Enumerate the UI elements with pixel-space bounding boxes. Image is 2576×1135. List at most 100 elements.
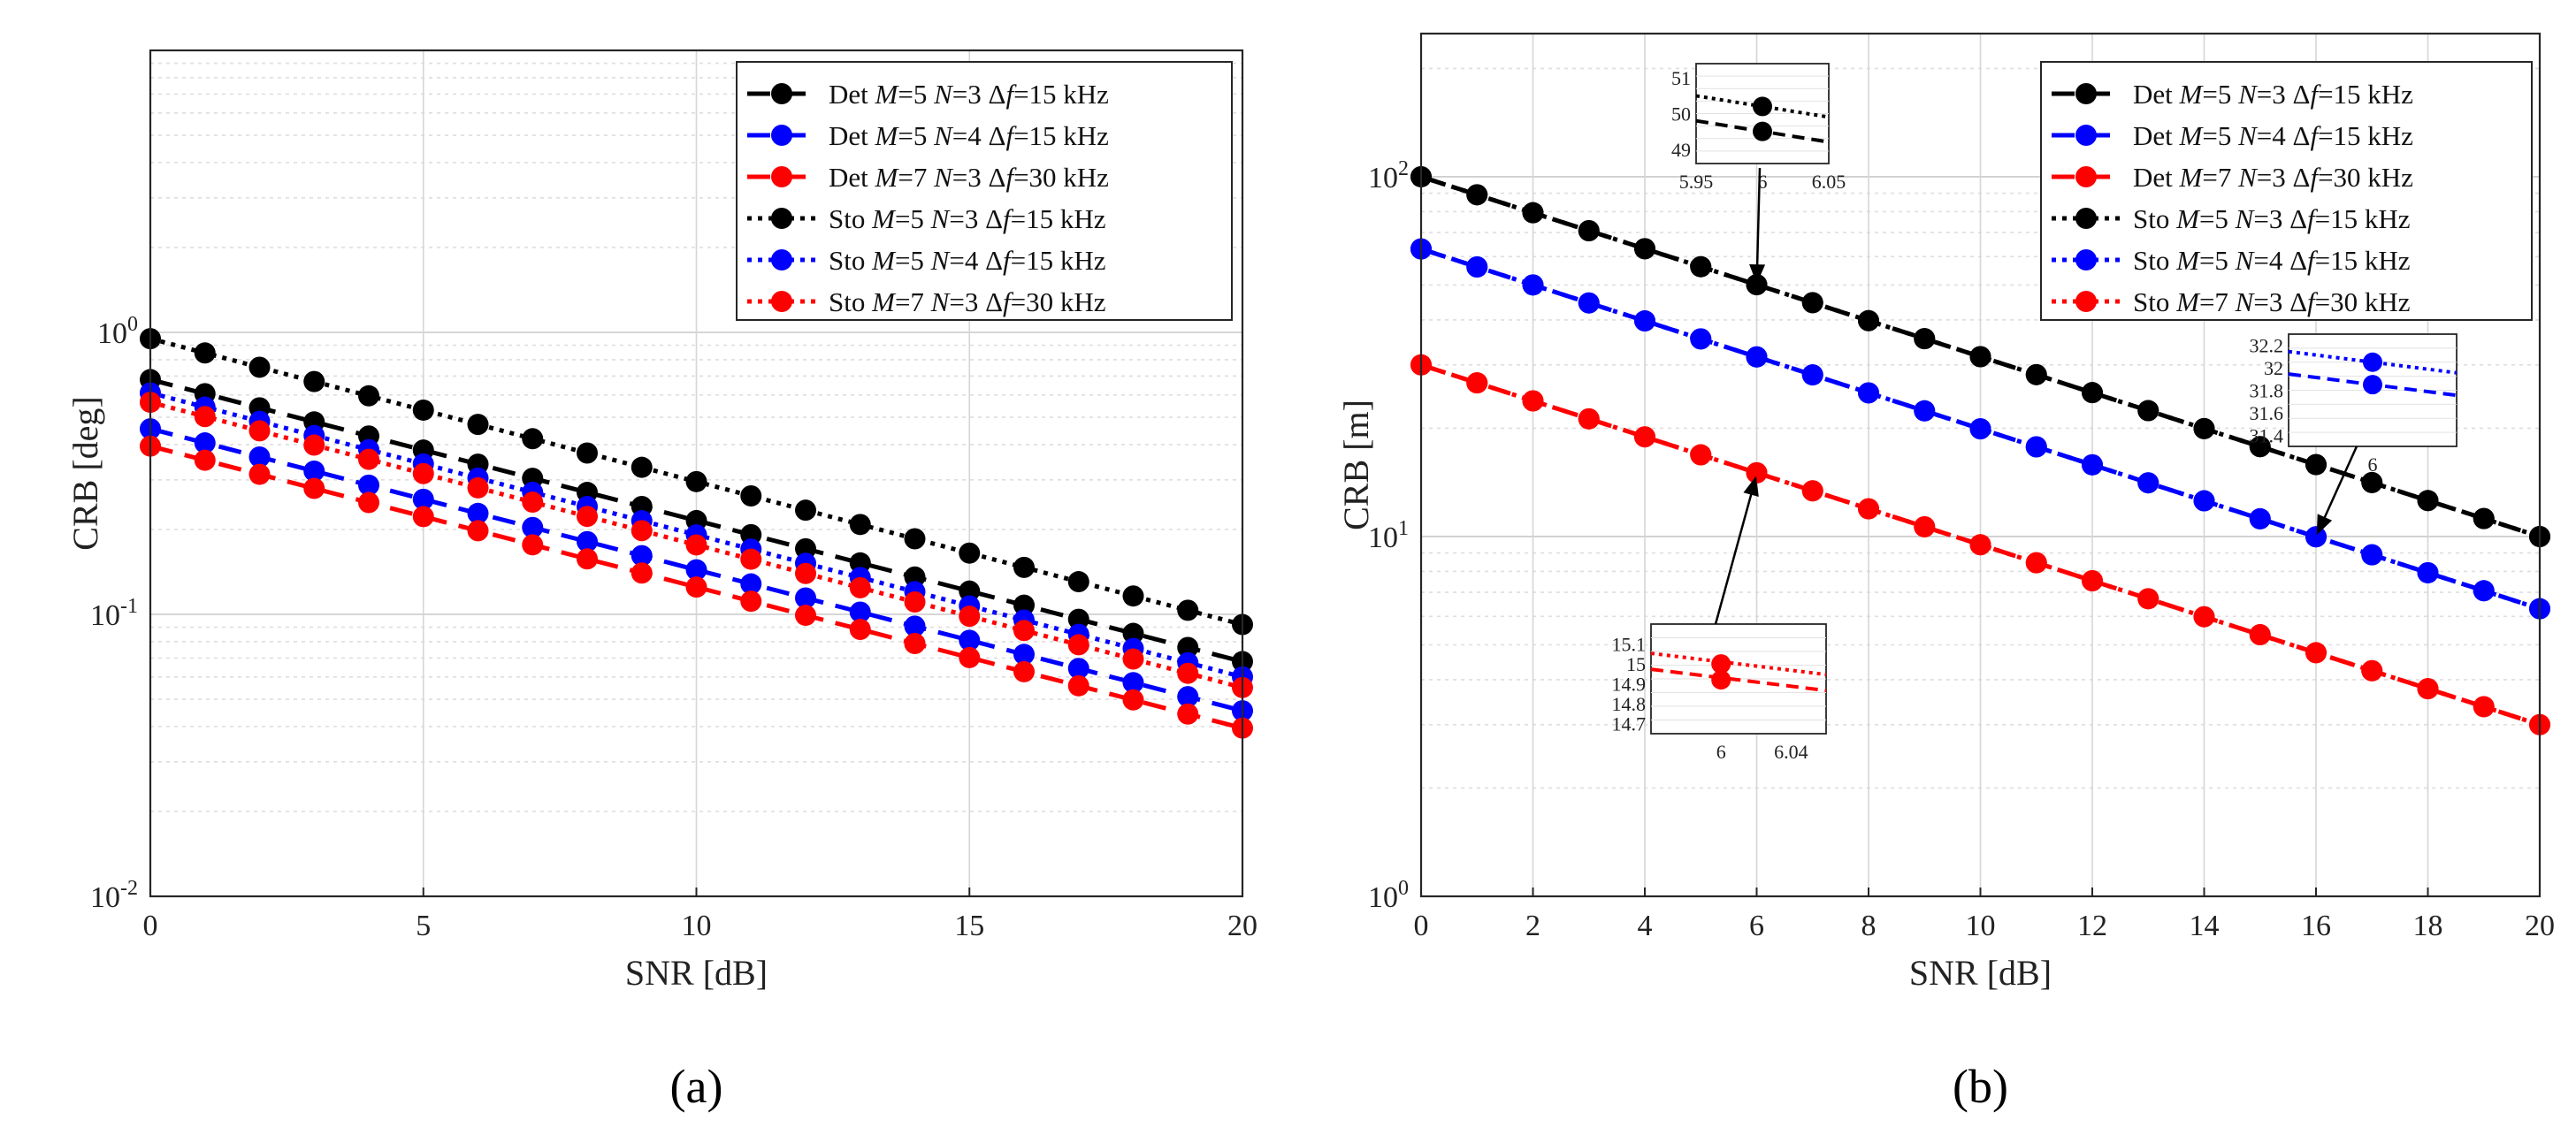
data-point bbox=[1578, 408, 1600, 430]
inset-data-point bbox=[1711, 654, 1731, 674]
x-tick-label: 16 bbox=[2301, 910, 2331, 942]
data-point bbox=[740, 548, 762, 570]
data-point bbox=[1067, 571, 1089, 593]
data-point bbox=[194, 449, 216, 471]
inset-y-tick-label: 14.8 bbox=[1612, 693, 1647, 715]
panel-b-chart: 0 2 4 6 8 10 12 14 16 18 20 102 101 100 SNR [dB] CRB [m… bbox=[1336, 32, 2555, 1113]
x-tick-label: 2 bbox=[1525, 910, 1540, 942]
legend-entry-label: Sto M=5 N=3 Δf=15 kHz bbox=[2133, 203, 2411, 234]
data-point bbox=[1177, 662, 1199, 684]
legend-marker bbox=[771, 166, 792, 187]
inset-arrow-line bbox=[2320, 446, 2358, 526]
data-point bbox=[1801, 292, 1823, 314]
data-point bbox=[959, 629, 981, 651]
inset-x-tick-label: 6.04 bbox=[1774, 741, 1808, 763]
data-point bbox=[467, 520, 489, 542]
data-point bbox=[685, 576, 707, 598]
data-point bbox=[1177, 636, 1199, 659]
data-point bbox=[358, 474, 379, 496]
inset-y-tick-label: 14.7 bbox=[1612, 713, 1647, 735]
data-point bbox=[2361, 544, 2383, 566]
data-point bbox=[412, 506, 434, 528]
data-point bbox=[1914, 515, 1936, 537]
data-point bbox=[849, 514, 871, 536]
data-point bbox=[685, 470, 707, 492]
inset-arrow-head bbox=[1749, 264, 1766, 285]
data-point bbox=[2305, 453, 2327, 476]
data-point bbox=[1746, 461, 1768, 484]
data-point bbox=[849, 619, 871, 641]
data-point bbox=[1858, 382, 1879, 404]
inset-y-tick-label: 32.2 bbox=[2250, 335, 2284, 357]
data-point bbox=[1067, 608, 1089, 630]
data-point bbox=[1914, 400, 1936, 422]
x-tick-label: 0 bbox=[143, 910, 158, 942]
y-axis-label: CRB [m] bbox=[1336, 400, 1376, 530]
data-point bbox=[1177, 703, 1199, 725]
data-point bbox=[2082, 569, 2103, 591]
data-point bbox=[1969, 534, 1991, 556]
data-point bbox=[1013, 594, 1035, 616]
inset-y-tick-label: 32 bbox=[2264, 357, 2283, 379]
data-point bbox=[358, 448, 379, 470]
inset-arrow-head bbox=[2316, 514, 2333, 536]
inset-y-tick-label: 50 bbox=[1671, 103, 1691, 126]
data-point bbox=[577, 506, 598, 528]
data-point bbox=[2417, 561, 2439, 583]
legend-box bbox=[2040, 61, 2533, 321]
data-point bbox=[1013, 620, 1035, 642]
data-point bbox=[1634, 238, 1655, 260]
legend-marker bbox=[2075, 83, 2097, 104]
y-axis-label: CRB [deg] bbox=[65, 396, 105, 550]
x-tick-label: 12 bbox=[2077, 910, 2107, 942]
data-point bbox=[2305, 526, 2327, 548]
data-point bbox=[2025, 363, 2047, 385]
inset-data-point bbox=[1753, 121, 1772, 141]
inset-data-point bbox=[2363, 375, 2382, 395]
inset-y-tick-label: 15 bbox=[1626, 653, 1646, 675]
data-point bbox=[2417, 678, 2439, 700]
data-point bbox=[959, 580, 981, 602]
data-point bbox=[1690, 328, 1712, 350]
inset-y-tick-label: 14.9 bbox=[1612, 674, 1647, 696]
data-point bbox=[412, 462, 434, 484]
data-point bbox=[904, 615, 926, 637]
data-point bbox=[1690, 444, 1712, 466]
data-point bbox=[1522, 274, 1544, 296]
legend-entry-label: Sto M=7 N=3 Δf=30 kHz bbox=[829, 286, 1106, 317]
legend-entry-label: Det M=5 N=4 Δf=15 kHz bbox=[2133, 120, 2413, 151]
x-tick-label: 14 bbox=[2190, 910, 2220, 942]
data-point bbox=[1634, 310, 1655, 332]
x-tick-label: 10 bbox=[1966, 910, 1996, 942]
data-point bbox=[1122, 672, 1144, 694]
legend-entry-label: Sto M=5 N=3 Δf=15 kHz bbox=[829, 203, 1106, 234]
data-point bbox=[904, 566, 926, 588]
data-point bbox=[1522, 202, 1544, 224]
data-point bbox=[1746, 346, 1768, 368]
data-point bbox=[2473, 507, 2495, 529]
inset-y-tick-label: 15.1 bbox=[1612, 634, 1647, 656]
data-point bbox=[2025, 436, 2047, 458]
series-line-2 bbox=[149, 426, 1243, 713]
data-point bbox=[1122, 585, 1144, 607]
inset-y-tick-label: 31.6 bbox=[2250, 402, 2284, 424]
y-tick-label: 10-1 bbox=[90, 595, 138, 632]
data-point bbox=[467, 414, 489, 436]
inset-det-line bbox=[1650, 667, 1827, 693]
data-point bbox=[904, 632, 926, 654]
inset-arrow-head bbox=[1743, 476, 1759, 497]
data-point bbox=[248, 356, 271, 378]
data-point bbox=[1634, 426, 1655, 448]
inset-x-tick-label: 6 bbox=[1716, 741, 1726, 763]
data-point bbox=[849, 552, 871, 574]
data-point bbox=[795, 499, 816, 522]
x-axis-label: SNR [dB] bbox=[625, 953, 768, 993]
inset-x-tick-label: 6 bbox=[1758, 171, 1768, 193]
panel-label: (b) bbox=[1953, 1060, 2008, 1113]
data-point bbox=[2137, 472, 2159, 494]
inset-black: 51 50 49 5.95 6 6.05 bbox=[1671, 63, 1846, 285]
legend-marker bbox=[2075, 208, 2097, 229]
inset-sto-line bbox=[1650, 651, 1827, 677]
